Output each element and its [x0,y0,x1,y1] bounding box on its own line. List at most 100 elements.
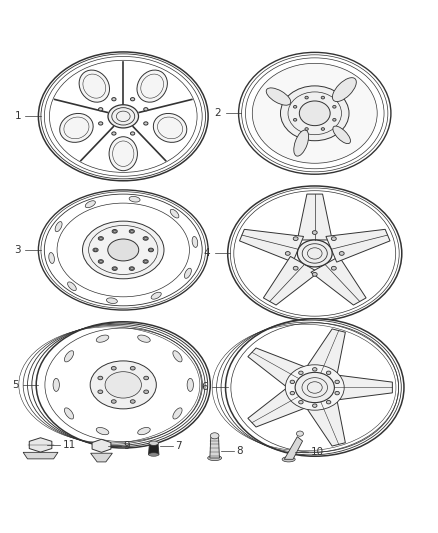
Polygon shape [311,256,366,305]
Ellipse shape [293,106,297,108]
Ellipse shape [173,408,182,419]
Ellipse shape [144,376,148,380]
Ellipse shape [130,268,133,270]
Ellipse shape [131,400,135,403]
Ellipse shape [64,351,74,362]
Ellipse shape [321,128,325,131]
Ellipse shape [93,248,98,252]
Ellipse shape [129,267,134,270]
Ellipse shape [326,400,331,404]
Ellipse shape [143,260,148,263]
Ellipse shape [85,201,95,208]
Ellipse shape [151,292,161,299]
Ellipse shape [335,391,339,395]
Ellipse shape [108,239,139,261]
Ellipse shape [332,78,357,102]
Ellipse shape [111,400,116,403]
Ellipse shape [129,197,140,202]
Ellipse shape [333,106,336,108]
Ellipse shape [149,441,159,446]
Polygon shape [240,229,304,262]
Ellipse shape [144,390,148,393]
Polygon shape [326,229,390,262]
Ellipse shape [138,335,150,342]
Ellipse shape [36,322,210,448]
Ellipse shape [67,282,76,290]
Ellipse shape [252,63,377,163]
Ellipse shape [131,132,135,135]
Polygon shape [334,375,392,400]
Ellipse shape [99,237,102,239]
Ellipse shape [305,96,308,99]
Text: 11: 11 [62,440,76,450]
Polygon shape [29,438,52,452]
Ellipse shape [49,253,54,263]
Ellipse shape [144,122,148,125]
Ellipse shape [112,267,117,270]
Polygon shape [248,348,309,389]
Text: 1: 1 [14,111,21,122]
Ellipse shape [312,231,317,235]
Ellipse shape [313,368,317,371]
Ellipse shape [299,400,303,404]
Ellipse shape [55,222,62,232]
Ellipse shape [295,373,334,402]
Ellipse shape [294,130,309,156]
Ellipse shape [111,367,116,370]
Ellipse shape [210,433,219,439]
Ellipse shape [99,108,103,111]
Ellipse shape [312,272,317,276]
Ellipse shape [113,230,116,232]
Ellipse shape [239,52,391,174]
Ellipse shape [321,96,325,99]
Ellipse shape [39,52,208,181]
Ellipse shape [90,361,156,409]
Ellipse shape [64,408,74,419]
Ellipse shape [106,298,117,303]
Ellipse shape [129,230,134,233]
Ellipse shape [144,261,147,263]
Ellipse shape [282,457,295,462]
Ellipse shape [96,427,109,435]
Ellipse shape [148,248,153,252]
Ellipse shape [112,230,117,233]
Polygon shape [91,453,113,462]
Ellipse shape [131,98,135,101]
Ellipse shape [285,252,290,255]
Ellipse shape [290,391,295,395]
Ellipse shape [99,261,102,263]
Ellipse shape [98,260,103,263]
Ellipse shape [313,404,317,407]
Polygon shape [305,329,345,377]
Polygon shape [248,386,309,427]
Ellipse shape [305,128,308,131]
Ellipse shape [293,266,298,270]
Ellipse shape [208,455,222,461]
Text: 5: 5 [12,380,19,390]
Ellipse shape [187,378,194,391]
Ellipse shape [144,108,148,111]
Ellipse shape [173,351,182,362]
Ellipse shape [266,88,291,105]
Ellipse shape [98,237,103,240]
Text: 2: 2 [215,108,221,118]
Ellipse shape [98,390,103,393]
Ellipse shape [192,237,198,247]
Ellipse shape [293,237,298,240]
Ellipse shape [170,209,179,218]
Polygon shape [210,438,219,458]
Ellipse shape [137,70,167,102]
Ellipse shape [53,378,60,391]
Ellipse shape [184,268,191,278]
Ellipse shape [326,371,331,375]
Ellipse shape [332,266,336,270]
Ellipse shape [332,237,336,240]
Ellipse shape [280,86,349,141]
Text: 7: 7 [176,441,182,451]
Ellipse shape [39,190,208,310]
Ellipse shape [98,376,103,380]
Ellipse shape [143,237,148,240]
Ellipse shape [226,319,404,456]
Ellipse shape [112,132,116,135]
Ellipse shape [293,118,297,121]
